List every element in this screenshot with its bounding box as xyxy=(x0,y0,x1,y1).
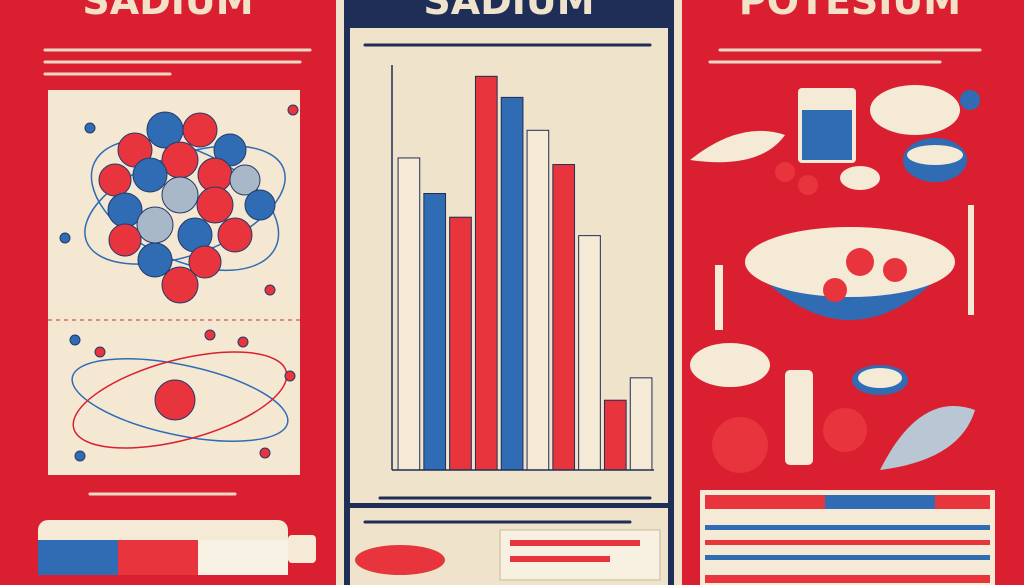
mini-table xyxy=(499,529,661,581)
right-table xyxy=(700,490,995,585)
bar xyxy=(526,129,550,471)
bar-chart xyxy=(391,65,654,471)
bar xyxy=(500,96,524,471)
bar xyxy=(397,157,421,471)
left-caption-scribble xyxy=(43,48,312,76)
middle-title: SADIUM xyxy=(423,0,594,23)
nucleus xyxy=(98,111,276,421)
right-caption-scribble xyxy=(708,48,982,64)
food-illustrations xyxy=(690,85,980,473)
right-title: POTESIUM xyxy=(739,0,961,23)
mini-bar xyxy=(510,540,640,546)
bar xyxy=(603,399,627,471)
mini-bar xyxy=(510,556,610,562)
bar xyxy=(629,377,653,471)
bar xyxy=(474,75,498,471)
bar xyxy=(449,216,472,471)
test-tube xyxy=(38,520,316,575)
bar xyxy=(552,164,576,471)
bar xyxy=(423,193,447,471)
dish-food xyxy=(355,545,445,575)
electrons xyxy=(59,104,299,462)
left-title: SADIUM xyxy=(82,0,253,23)
bar xyxy=(578,235,601,471)
